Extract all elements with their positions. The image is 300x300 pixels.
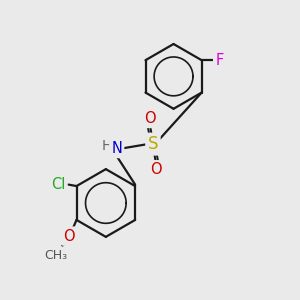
Text: O: O	[150, 162, 162, 177]
Text: S: S	[148, 135, 158, 153]
Text: N: N	[111, 141, 122, 156]
Text: H: H	[101, 139, 112, 153]
Text: O: O	[63, 229, 75, 244]
Text: F: F	[215, 53, 224, 68]
Text: Cl: Cl	[51, 177, 65, 192]
Text: O: O	[144, 111, 156, 126]
Text: CH₃: CH₃	[44, 249, 68, 262]
